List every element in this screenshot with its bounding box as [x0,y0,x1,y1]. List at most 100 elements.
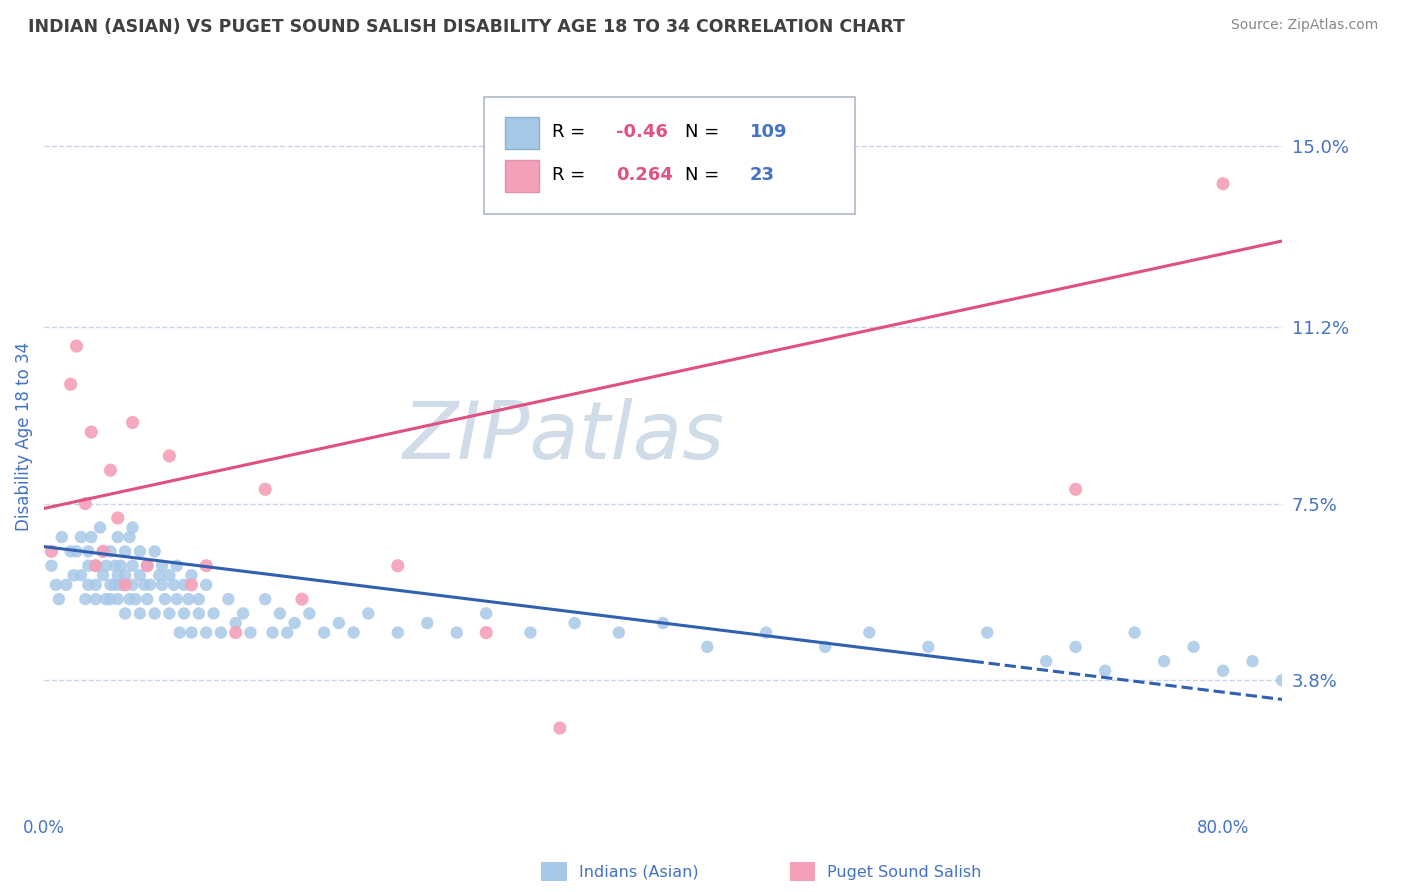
Point [269,607,291,621]
Point [519,625,541,640]
Point [1123,625,1146,640]
Point [475,625,498,640]
Point [202,607,225,621]
Text: ZIPatlas: ZIPatlas [404,398,725,475]
Point [41,544,63,558]
Point [59,544,82,558]
Point [134,578,156,592]
Point [41,558,63,573]
Point [187,592,209,607]
Point [180,568,202,582]
Point [121,558,143,573]
Point [48,592,70,607]
Point [607,625,630,640]
Text: 109: 109 [749,123,787,141]
Point [107,530,129,544]
FancyBboxPatch shape [505,160,540,192]
Point [314,625,336,640]
Point [84,578,107,592]
Point [169,625,191,640]
FancyBboxPatch shape [484,97,855,214]
Point [262,625,284,640]
Point [110,578,132,592]
Point [166,558,188,573]
Point [298,607,321,621]
Point [62,568,84,582]
Point [91,544,114,558]
Point [387,558,409,573]
Point [652,615,675,630]
Point [187,607,209,621]
Point [124,592,146,607]
Point [475,607,498,621]
Point [446,625,468,640]
Point [696,640,718,654]
Point [110,558,132,573]
Point [1182,640,1205,654]
Point [114,544,136,558]
Point [814,640,837,654]
Point [107,568,129,582]
Point [143,544,166,558]
Point [114,578,136,592]
Point [1212,664,1234,678]
Point [129,544,152,558]
Point [387,625,409,640]
Point [217,592,239,607]
Point [232,607,254,621]
Point [342,625,364,640]
Point [100,463,122,477]
FancyBboxPatch shape [505,117,540,149]
Point [100,592,122,607]
Point [328,615,350,630]
Point [284,615,307,630]
Point [94,592,117,607]
Point [114,568,136,582]
Point [180,625,202,640]
Point [1212,177,1234,191]
Point [84,558,107,573]
Point [89,520,111,534]
Point [118,530,141,544]
Text: 0.264: 0.264 [616,166,673,184]
Point [225,615,247,630]
Point [45,578,67,592]
Text: Puget Sound Salish: Puget Sound Salish [827,865,981,880]
Point [107,592,129,607]
Point [121,416,143,430]
Point [143,607,166,621]
Point [1271,673,1294,688]
Text: -0.46: -0.46 [616,123,668,141]
Point [80,530,103,544]
Point [1094,664,1116,678]
Point [157,449,180,463]
Point [157,607,180,621]
Text: N =: N = [685,123,725,141]
Point [136,558,159,573]
Point [150,578,173,592]
Point [114,607,136,621]
Point [107,511,129,525]
Point [121,578,143,592]
Point [84,558,107,573]
Point [139,578,162,592]
Point [59,377,82,392]
Point [148,568,170,582]
Point [136,592,159,607]
Point [163,578,186,592]
Point [755,625,778,640]
Point [180,578,202,592]
Point [291,592,314,607]
Point [177,592,200,607]
Point [239,625,262,640]
Point [157,568,180,582]
Point [75,497,97,511]
Point [548,721,571,735]
Point [357,607,380,621]
Point [77,578,100,592]
Text: Source: ZipAtlas.com: Source: ZipAtlas.com [1230,18,1378,32]
Point [65,339,87,353]
Text: R =: R = [551,123,591,141]
Point [225,625,247,640]
Text: N =: N = [685,166,731,184]
